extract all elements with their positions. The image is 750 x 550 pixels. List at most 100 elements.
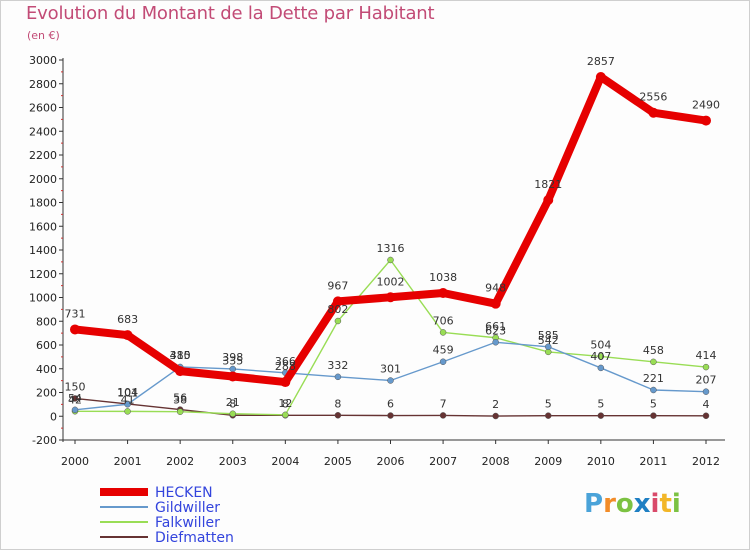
x-tick-label: 2007 [429, 455, 457, 468]
data-point-diefmatten [597, 412, 605, 419]
data-label-gildwiller: 623 [485, 324, 506, 337]
data-label-falkwiller: 414 [696, 349, 717, 362]
data-label-falkwiller: 41 [121, 393, 135, 406]
data-point-falkwiller [229, 410, 236, 418]
legend-label-diefmatten: Diefmatten [155, 530, 234, 546]
data-point-hecken [490, 298, 501, 309]
data-point-gildwiller [334, 373, 342, 381]
x-tick-label: 2009 [534, 455, 562, 468]
data-label-hecken: 288 [275, 360, 296, 373]
data-label-falkwiller: 458 [643, 344, 664, 357]
data-point-hecken [227, 371, 238, 382]
data-point-hecken [175, 366, 186, 377]
data-point-falkwiller [597, 353, 605, 360]
y-tick-label: 800 [36, 315, 57, 328]
data-label-gildwiller: 398 [222, 351, 243, 364]
data-point-gildwiller [545, 343, 552, 351]
data-label-hecken: 1002 [377, 275, 405, 288]
data-label-hecken: 967 [327, 279, 348, 292]
data-label-falkwiller: 661 [485, 320, 506, 333]
data-point-hecken [70, 324, 80, 335]
x-tick-label: 2003 [219, 455, 247, 468]
legend-label-hecken: HECKEN [155, 485, 213, 501]
data-label-gildwiller: 101 [117, 386, 138, 399]
y-tick-label: 2200 [29, 149, 57, 162]
chart-subtitle: (en €) [27, 29, 60, 42]
y-tick-label: 400 [36, 363, 57, 376]
data-label-falkwiller: 1316 [377, 242, 405, 255]
x-tick-label: 2006 [377, 455, 405, 468]
y-tick-label: 1800 [29, 197, 57, 210]
data-point-hecken [701, 115, 711, 126]
data-label-diefmatten: 8 [282, 397, 289, 410]
data-label-diefmatten: 4 [703, 398, 710, 411]
x-tick-label: 2010 [587, 455, 615, 468]
data-point-hecken [122, 330, 133, 341]
data-label-diefmatten: 8 [229, 397, 236, 410]
data-point-gildwiller [650, 386, 657, 394]
data-point-hecken [595, 71, 606, 82]
data-label-hecken: 731 [65, 307, 86, 320]
data-point-diefmatten [492, 412, 499, 420]
data-point-diefmatten [387, 412, 394, 419]
data-point-hecken [543, 195, 554, 206]
data-label-diefmatten: 56 [173, 392, 187, 405]
data-point-falkwiller [124, 408, 131, 415]
data-label-hecken: 2556 [639, 91, 667, 104]
data-point-hecken [648, 107, 659, 118]
data-label-hecken: 2490 [692, 99, 720, 112]
y-tick-label: 200 [36, 387, 57, 400]
data-label-falkwiller: 542 [538, 334, 559, 347]
data-label-gildwiller: 407 [590, 350, 611, 363]
data-point-hecken [385, 292, 396, 303]
y-tick-label: 3000 [29, 54, 57, 67]
data-label-diefmatten: 5 [545, 398, 552, 411]
data-label-gildwiller: 415 [170, 349, 191, 362]
data-point-hecken [438, 287, 449, 298]
chart-title: Evolution du Montant de la Dette par Hab… [26, 3, 435, 24]
data-label-falkwiller: 42 [68, 393, 82, 406]
data-label-diefmatten: 2 [492, 398, 499, 411]
data-label-diefmatten: 5 [650, 398, 657, 411]
y-tick-label: 2400 [29, 125, 57, 138]
data-point-gildwiller [387, 377, 394, 384]
y-tick-label: 1200 [29, 268, 57, 281]
data-label-gildwiller: 366 [275, 355, 296, 368]
data-point-falkwiller [702, 363, 710, 371]
data-label-hecken: 1821 [534, 178, 562, 191]
x-tick-label: 2005 [324, 455, 352, 468]
data-point-diefmatten [334, 412, 342, 419]
data-point-gildwiller [124, 401, 131, 408]
data-point-falkwiller [439, 329, 447, 336]
data-label-diefmatten: 8 [334, 397, 341, 410]
data-point-falkwiller [387, 256, 394, 264]
data-point-gildwiller [71, 406, 79, 414]
x-tick-label: 2012 [692, 455, 720, 468]
data-label-gildwiller: 459 [433, 344, 454, 357]
data-point-diefmatten [702, 412, 710, 420]
data-label-gildwiller: 332 [327, 359, 348, 372]
data-label-hecken: 2857 [587, 55, 615, 68]
data-label-diefmatten: 104 [117, 386, 138, 399]
x-tick-label: 2004 [271, 455, 299, 468]
data-point-falkwiller [334, 317, 342, 325]
series-line-hecken [74, 72, 707, 387]
data-point-falkwiller [176, 408, 184, 415]
data-point-falkwiller [282, 411, 289, 419]
data-label-gildwiller: 221 [643, 372, 664, 385]
data-label-hecken: 1038 [429, 271, 457, 284]
x-tick-label: 2008 [482, 455, 510, 468]
data-point-hecken [332, 296, 343, 307]
data-label-hecken: 335 [222, 354, 243, 367]
y-tick-label: 600 [36, 339, 57, 352]
data-label-falkwiller: 12 [278, 397, 292, 410]
data-label-gildwiller: 301 [380, 363, 401, 376]
data-point-diefmatten [545, 412, 552, 419]
data-label-diefmatten: 150 [65, 380, 86, 393]
data-label-hecken: 683 [117, 313, 138, 326]
data-label-hecken: 380 [170, 349, 191, 362]
data-point-diefmatten [71, 395, 79, 402]
data-label-falkwiller: 706 [433, 314, 454, 327]
data-label-gildwiller: 54 [68, 392, 82, 405]
